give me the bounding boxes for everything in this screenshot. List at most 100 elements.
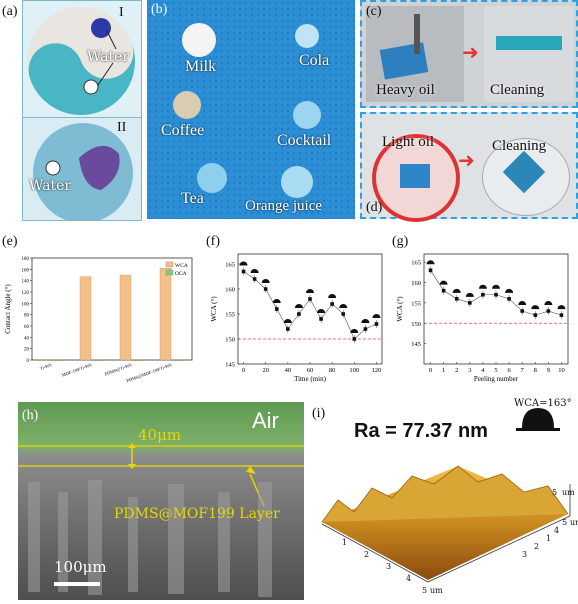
label-light-oil: Light oil <box>382 134 435 150</box>
legend-label: WCA <box>175 263 188 269</box>
y-tick-label: 155 <box>225 312 235 319</box>
legend-swatch <box>165 269 174 276</box>
droplet-icon <box>372 314 381 318</box>
bar-wca <box>119 274 132 361</box>
data-point <box>308 297 312 301</box>
data-point <box>330 302 334 306</box>
droplet-icon <box>452 288 461 293</box>
x-tick-label: PDMS@Ti-WS <box>104 362 133 377</box>
x-tick-label: 1 <box>442 367 445 374</box>
y-axis-label: Contact Angle (°) <box>4 284 12 334</box>
y-tick-label: 40 <box>24 336 30 341</box>
afm-surface-plot <box>321 408 571 583</box>
data-point <box>319 317 323 321</box>
y-tick-label: 100 <box>22 302 30 307</box>
droplet-icon <box>557 305 566 310</box>
light-oil-photo <box>372 134 460 222</box>
panel-a-water-bottom: Water <box>29 178 72 194</box>
x-axis-label: Time (min) <box>294 375 326 383</box>
bar-oca <box>171 359 184 361</box>
panel-i: (i) Ra = 77.37 nm WCA=163° 5 um 1 2 3 4 … <box>308 398 578 600</box>
afm-y-tick-1: 1 <box>546 534 552 543</box>
droplet-icon <box>294 304 303 308</box>
thickness-label: 40μm <box>138 426 182 444</box>
data-point <box>546 309 551 313</box>
y-tick-label: 80 <box>24 314 30 319</box>
arrow-right-icon: ➜ <box>458 148 475 172</box>
y-axis-label: WCA (°) <box>210 296 218 322</box>
data-point <box>494 292 498 297</box>
bar-oca <box>91 359 104 361</box>
data-point <box>286 327 290 331</box>
x-tick-label: 6 <box>507 367 511 374</box>
bar-oca <box>131 359 144 361</box>
y-tick-label: 160 <box>225 287 235 294</box>
data-point <box>374 322 379 326</box>
data-point <box>363 327 368 331</box>
y-tick-label: 165 <box>225 262 235 269</box>
data-point <box>352 337 357 341</box>
scalebar-label: 100μm <box>54 558 107 576</box>
droplets-on-surface-image <box>147 0 355 219</box>
droplet-icon <box>465 292 474 297</box>
panel-a-roman-2: II <box>117 120 127 135</box>
panel-c-frame: ➜ (c) Heavy oil Cleaning <box>360 0 578 108</box>
droplet-icon <box>317 309 326 313</box>
droplet-icon <box>250 269 259 273</box>
y-tick-label: 160 <box>411 280 421 287</box>
x-tick-label: 60 <box>307 367 314 374</box>
y-tick-label: 0 <box>27 359 30 364</box>
bar-wca <box>159 268 172 361</box>
droplet-icon <box>283 319 292 323</box>
afm-x-tick-3: 3 <box>386 562 392 571</box>
panel-b: (b) Milk Cola Coffee Cocktail Tea Orange… <box>147 0 355 219</box>
bar-oca <box>51 359 64 361</box>
drink-label-milk: Milk <box>185 58 217 75</box>
y-tick-label: 155 <box>411 300 421 307</box>
x-tick-label: 10 <box>558 367 565 374</box>
label-g: (g) <box>392 234 409 249</box>
afm-x-tick-1: 1 <box>342 538 348 547</box>
label-h: (h) <box>22 408 39 423</box>
y-tick-label: 145 <box>225 362 235 369</box>
droplet-icon <box>544 301 553 306</box>
x-tick-label: Ti-WS <box>39 362 53 371</box>
panel-h-sem-image: (h) Air 40μm PDMS@MOF199 Layer 100μm <box>18 402 304 600</box>
droplet-icon <box>426 260 435 265</box>
panel-a-bottom: II Water <box>22 117 142 223</box>
droplet-icon <box>272 299 281 303</box>
afm-z-unit: um <box>562 488 575 497</box>
x-tick-label: 0 <box>429 367 432 374</box>
droplet-icon <box>478 284 487 289</box>
mixed-sample-image <box>33 123 133 223</box>
y-tick-label: 145 <box>411 341 421 348</box>
x-tick-label: 4 <box>481 367 485 374</box>
droplet-icon <box>339 304 348 308</box>
afm-x-unit: um <box>430 586 443 595</box>
x-tick-label: 5 <box>494 367 497 374</box>
roughness-label: Ra = 77.37 nm <box>354 420 488 442</box>
label-d: (d) <box>366 200 383 215</box>
droplet-icon <box>518 301 527 306</box>
plot-frame <box>237 253 383 365</box>
afm-y-tick-5: 5 <box>562 518 568 527</box>
data-point <box>481 292 485 297</box>
cleaning-photo-top <box>484 6 574 102</box>
legend-label: OCA <box>175 271 187 277</box>
air-label: Air <box>252 408 279 433</box>
label-e: (e) <box>2 234 18 249</box>
afm-wca-label: WCA=163° <box>514 398 572 409</box>
data-point <box>520 309 524 313</box>
x-tick-label: 40 <box>285 367 292 374</box>
label-a: (a) <box>2 4 18 19</box>
panel-a-water-top: Water <box>87 49 130 65</box>
y-axis-label: WCA (°) <box>396 296 404 322</box>
data-point <box>297 312 301 316</box>
afm-y-unit: um <box>570 518 578 527</box>
x-tick-label: 2 <box>455 367 458 374</box>
data-point <box>263 287 268 291</box>
label-cleaning-bottom: Cleaning <box>492 138 547 154</box>
y-tick-label: 180 <box>22 257 30 262</box>
droplet-icon <box>439 280 448 285</box>
y-tick-label: 150 <box>411 321 421 328</box>
